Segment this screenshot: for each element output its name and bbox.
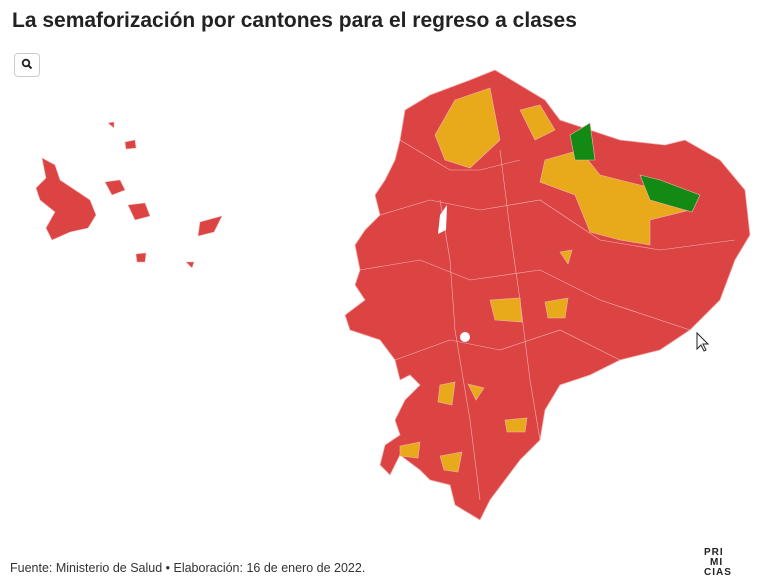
- island: [135, 252, 147, 263]
- green-cantons: [569, 122, 701, 213]
- island: [35, 157, 97, 241]
- logo-line: MI: [710, 557, 724, 568]
- canton: [504, 417, 528, 433]
- canton: [544, 297, 569, 319]
- canton: [437, 381, 456, 406]
- island: [107, 121, 115, 129]
- canton: [559, 249, 573, 265]
- footer: Fuente: Ministerio de Salud • Elaboració…: [10, 561, 366, 575]
- island: [124, 139, 137, 150]
- lake: [438, 205, 447, 234]
- search-icon: [21, 58, 33, 69]
- canton: [539, 149, 691, 246]
- canton: [434, 87, 501, 169]
- canton-borders: [359, 139, 736, 501]
- island: [185, 261, 195, 269]
- island: [197, 215, 223, 237]
- logo: PRI MI CIAS: [704, 548, 732, 578]
- canton: [467, 383, 485, 401]
- logo-line: PRI: [704, 547, 724, 558]
- canton: [639, 174, 701, 213]
- yellow-cantons: [399, 87, 691, 473]
- search-button[interactable]: [14, 53, 40, 77]
- island: [127, 202, 151, 221]
- lakes: [438, 205, 470, 342]
- canton: [569, 122, 596, 161]
- canton: [439, 451, 463, 473]
- canton: [399, 441, 421, 459]
- lake: [460, 332, 470, 342]
- canton: [519, 104, 556, 141]
- title: La semaforización por cantones para el r…: [12, 9, 577, 32]
- canton: [489, 297, 523, 323]
- galapagos: [35, 121, 223, 269]
- cursor: [696, 331, 710, 352]
- island: [104, 179, 126, 196]
- logo-line: CIAS: [704, 567, 732, 578]
